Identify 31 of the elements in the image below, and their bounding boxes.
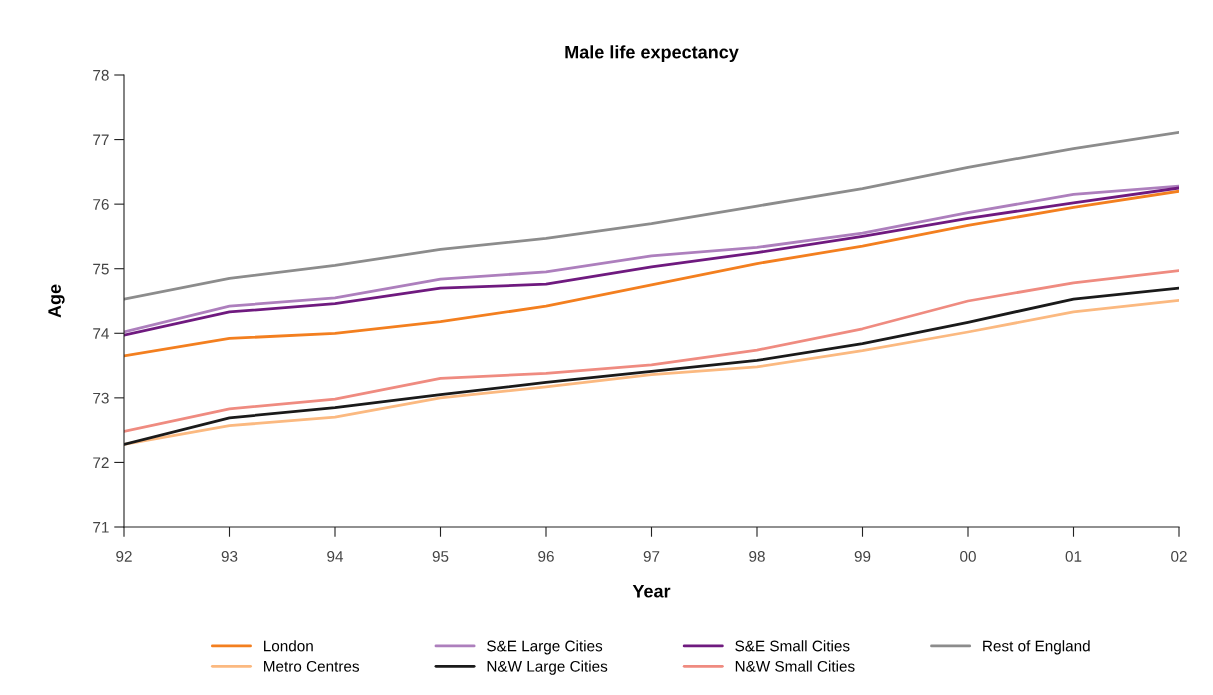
y-tick-label: 73	[93, 392, 109, 404]
x-axis-title: Year	[632, 584, 671, 598]
legend-label: S&E Small Cities	[735, 640, 850, 652]
x-tick-label: 01	[1065, 551, 1082, 562]
y-tick-label: 78	[93, 69, 109, 81]
legend-label: Metro Centres	[264, 660, 360, 672]
x-tick-label: 99	[854, 551, 871, 562]
line-series	[124, 131, 1179, 301]
legend-label: N&W Large Cities	[487, 660, 608, 675]
y-tick-label: 71	[93, 522, 109, 533]
x-tick-label: 94	[327, 551, 344, 562]
y-tick-label: 72	[93, 457, 109, 468]
y-tick-label: 74	[93, 328, 109, 339]
line-series	[124, 269, 1179, 433]
x-tick-label: 92	[116, 551, 132, 562]
x-tick-label: 98	[749, 551, 765, 562]
legend-label: S&E Large Cities	[487, 640, 603, 655]
x-tick-label: 00	[960, 551, 976, 562]
x-tick-label: 96	[538, 551, 554, 562]
y-tick-label: 75	[93, 263, 109, 275]
legend-label: N&W Small Cities	[735, 660, 855, 672]
x-tick-label: 95	[432, 551, 449, 562]
y-axis-title: Age	[48, 284, 65, 318]
legend-label: Rest of England	[983, 640, 1090, 655]
y-tick-label: 77	[93, 134, 109, 146]
legend-label: London	[264, 640, 313, 652]
chart-title: Male life expectancy	[565, 45, 739, 63]
x-tick-label: 93	[221, 551, 238, 562]
x-tick-label: 02	[1171, 551, 1187, 562]
x-tick-label: 97	[643, 551, 660, 562]
y-tick-label: 76	[93, 199, 109, 210]
